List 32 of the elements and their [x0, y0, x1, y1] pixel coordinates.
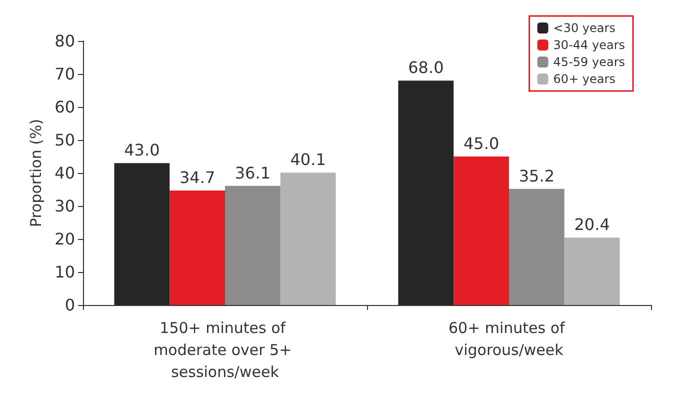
bar — [280, 172, 336, 305]
bar — [398, 80, 454, 305]
data-label: 68.0 — [408, 58, 444, 78]
x-tick-label: 150+ minutes of moderate over 5+ sessions/week — [154, 319, 296, 381]
data-label: 20.4 — [574, 215, 610, 234]
bar — [454, 156, 509, 305]
bar — [509, 188, 564, 305]
x-tick-label: 60+ minutes of vigorous/week — [448, 319, 570, 359]
y-tick-label: 60 — [54, 98, 75, 116]
data-label: 34.7 — [179, 168, 216, 187]
bar — [225, 186, 280, 305]
y-tick-label: 10 — [54, 262, 75, 282]
bar — [114, 163, 170, 305]
y-tick-label: 0 — [64, 296, 75, 314]
y-tick-label: 80 — [54, 32, 75, 50]
y-axis-title: Proportion (%) — [27, 118, 46, 228]
legend-label: 30-44 years — [553, 38, 626, 52]
legend-label: 60+ years — [553, 72, 616, 86]
data-label: 45.0 — [463, 134, 500, 153]
legend-label: <30 years — [553, 21, 616, 35]
y-tick-label: 20 — [54, 230, 75, 248]
data-label: 35.2 — [518, 166, 555, 186]
data-label: 36.1 — [234, 163, 271, 182]
bar — [170, 190, 225, 305]
bar — [564, 238, 620, 305]
y-tick-label: 50 — [54, 130, 75, 150]
legend-label: 45-59 years — [553, 55, 626, 69]
data-label: 43.0 — [124, 140, 160, 160]
data-label: 40.1 — [290, 150, 326, 170]
y-tick-label: 30 — [54, 196, 75, 216]
y-tick-label: 70 — [54, 64, 75, 84]
y-tick-label: 40 — [54, 164, 75, 182]
